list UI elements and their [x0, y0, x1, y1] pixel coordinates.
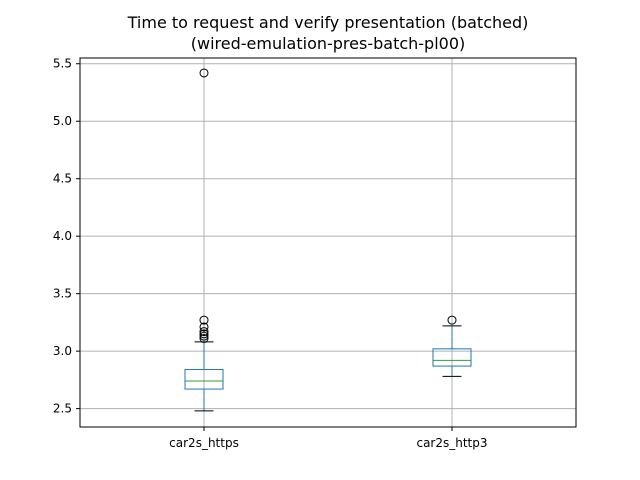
- y-tick-label: 2.5: [53, 402, 72, 416]
- x-tick-label: car2s_http3: [416, 436, 487, 450]
- y-tick-label: 3.5: [53, 287, 72, 301]
- outlier-point: [199, 315, 209, 325]
- outlier-point: [199, 331, 209, 341]
- boxes: [184, 68, 472, 412]
- chart-subtitle: (wired-emulation-pres-batch-pl00): [191, 34, 466, 53]
- y-tick-label: 3.0: [53, 344, 72, 358]
- outlier-point: [199, 329, 209, 339]
- iqr-box: [432, 348, 472, 367]
- axes: 2.5 3.0 3.5 4.0 4.5 5.0 5.5 car2s_https car2s_ht…: [53, 57, 488, 450]
- y-tick-label: 5.5: [53, 57, 72, 71]
- y-tick-label: 5.0: [53, 114, 72, 128]
- grid: [80, 58, 576, 427]
- chart-title: Time to request and verify presentation …: [127, 13, 529, 32]
- outlier-point: [199, 322, 209, 332]
- y-tick-label: 4.0: [53, 229, 72, 243]
- outlier-point: [199, 327, 209, 337]
- iqr-box: [184, 369, 224, 390]
- outlier-point: [447, 315, 457, 325]
- x-tick-label: car2s_https: [169, 436, 239, 450]
- y-tick-label: 4.5: [53, 172, 72, 186]
- plot-frame: [79, 57, 577, 428]
- outlier-point: [199, 68, 209, 78]
- outlier-point: [199, 333, 209, 343]
